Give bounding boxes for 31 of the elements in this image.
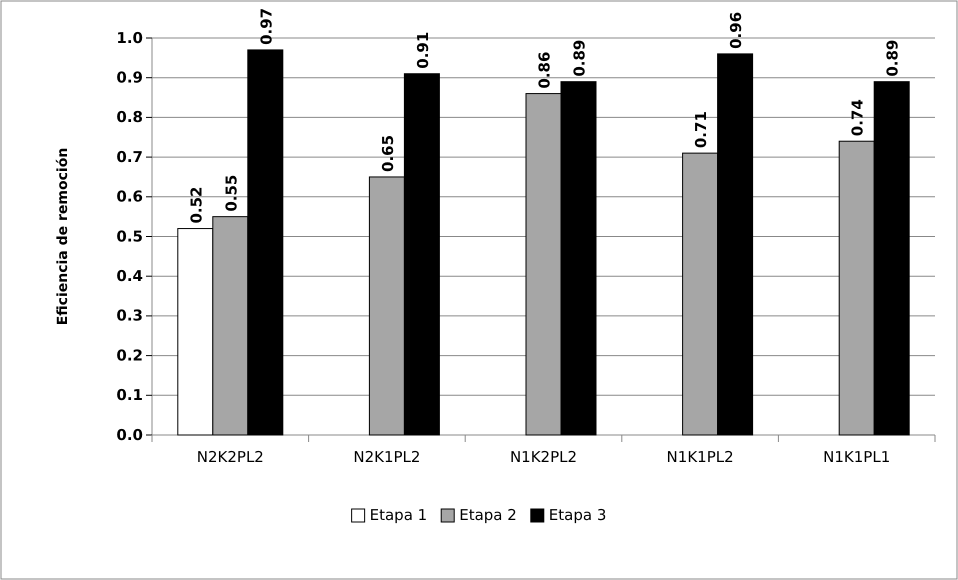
data-label: 0.86	[536, 52, 554, 89]
data-label: 0.89	[570, 40, 588, 77]
x-tick-label: N1K1PL2	[666, 448, 734, 466]
legend-label: Etapa 1	[370, 506, 428, 524]
data-label: 0.91	[414, 32, 432, 69]
y-tick-label: 0.4	[116, 267, 143, 285]
legend-label: Etapa 2	[459, 506, 517, 524]
y-axis-title: Eficiencia de remoción	[55, 148, 71, 326]
y-tick-label: 0.9	[116, 68, 143, 86]
y-tick-label: 0.8	[116, 108, 143, 126]
y-tick-label: 0.5	[116, 227, 143, 246]
y-tick-label: 0.1	[116, 386, 143, 404]
data-label: 0.71	[692, 111, 710, 148]
data-label: 0.52	[187, 186, 206, 224]
x-tick-label: N1K1PL1	[823, 448, 890, 466]
x-tick-label: N1K2PL2	[510, 448, 578, 466]
y-tick-label: 0.7	[116, 148, 143, 166]
data-label: 0.55	[222, 174, 240, 212]
data-label: 0.65	[378, 134, 397, 172]
data-label: 0.74	[848, 99, 867, 136]
x-tick-label: N2K2PL2	[196, 448, 264, 466]
data-label: 0.89	[884, 40, 902, 77]
y-tick-label: 0.0	[116, 426, 143, 444]
data-label: 0.96	[727, 12, 746, 49]
y-tick-label: 0.2	[116, 346, 143, 364]
x-tick-label: N2K1PL2	[353, 448, 420, 466]
y-tick-label: 1.0	[116, 28, 143, 47]
y-tick-label: 0.3	[116, 306, 143, 325]
legend-label: Etapa 3	[548, 506, 606, 524]
data-label: 0.97	[257, 8, 276, 45]
y-tick-label: 0.6	[116, 188, 143, 206]
